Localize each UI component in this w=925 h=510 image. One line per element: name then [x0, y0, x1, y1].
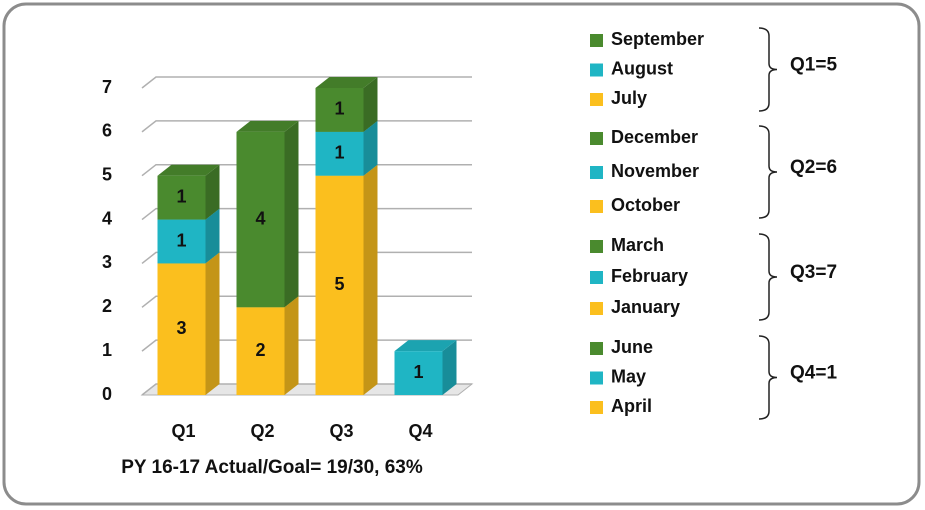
y-tick-label: 1	[102, 340, 112, 360]
bar	[157, 175, 206, 220]
bar-side	[363, 77, 378, 132]
annotation: PY 16-17 Actual/Goal= 19/30, 63%	[121, 457, 423, 478]
bar-side	[284, 296, 299, 395]
group-label: Q4=1	[790, 363, 837, 384]
group-label: Q1=5	[790, 55, 837, 76]
data-label: 1	[334, 99, 344, 119]
y-tick-label: 2	[102, 296, 112, 316]
bar-top	[394, 340, 457, 352]
bar-top	[236, 120, 299, 132]
legend-swatch	[590, 401, 603, 414]
bar	[236, 307, 285, 395]
brace	[758, 233, 778, 321]
y-tick-label: 4	[102, 208, 112, 228]
bar	[236, 131, 285, 308]
x-tick-label: Q1	[171, 421, 195, 441]
legend-swatch	[590, 302, 603, 315]
group-label: Q3=7	[790, 262, 837, 283]
y-tick-label: 5	[102, 164, 112, 184]
x-tick-label: Q3	[329, 421, 353, 441]
legend-label: July	[611, 88, 647, 108]
x-tick-label: Q2	[250, 421, 274, 441]
bar	[157, 219, 206, 264]
y-tick-label: 0	[102, 384, 112, 404]
bar-side	[363, 164, 378, 395]
bar-top	[315, 77, 378, 88]
legend-label: March	[611, 235, 664, 255]
bar-top	[157, 164, 220, 176]
legend-swatch	[590, 240, 603, 253]
bar-side	[363, 120, 378, 176]
legend-swatch	[590, 342, 603, 355]
legend-swatch	[590, 371, 603, 385]
legend-swatch	[590, 93, 603, 106]
legend-swatch	[590, 63, 603, 77]
data-label: 1	[334, 143, 344, 163]
legend-label: January	[611, 297, 680, 317]
legend-swatch	[590, 200, 603, 213]
legend-label: November	[611, 161, 699, 181]
legend-label: September	[611, 29, 704, 49]
brace	[758, 335, 778, 420]
data-label: 1	[176, 230, 186, 250]
bar	[157, 263, 206, 395]
legend-swatch	[590, 34, 603, 47]
data-label: 5	[334, 274, 344, 294]
legend-label: April	[611, 396, 652, 416]
data-label: 1	[176, 186, 186, 206]
brace	[758, 125, 778, 219]
legend-label: October	[611, 195, 680, 215]
x-tick-label: Q4	[408, 421, 432, 441]
bar	[315, 175, 364, 395]
bar	[394, 351, 443, 395]
brace	[758, 27, 778, 112]
data-label: 1	[413, 362, 423, 382]
bar-side	[284, 120, 299, 308]
legend-label: August	[611, 58, 673, 78]
bar-side	[205, 208, 220, 264]
data-label: 2	[255, 340, 265, 360]
bar-side	[205, 252, 220, 395]
y-tick-label: 3	[102, 252, 112, 272]
legend-swatch	[590, 271, 603, 284]
y-tick-label: 7	[102, 77, 112, 97]
legend-swatch	[590, 132, 603, 145]
y-tick-label: 6	[102, 121, 112, 141]
legend-label: May	[611, 366, 646, 386]
bar-side	[205, 164, 220, 220]
bar	[315, 131, 364, 176]
data-label: 4	[255, 208, 265, 228]
bar-side	[442, 340, 457, 395]
data-label: 3	[176, 318, 186, 338]
group-label: Q2=6	[790, 157, 837, 178]
bar	[315, 88, 364, 132]
legend-swatch	[590, 166, 603, 179]
legend-label: June	[611, 337, 653, 357]
legend-label: February	[611, 266, 688, 286]
legend-label: December	[611, 127, 698, 147]
